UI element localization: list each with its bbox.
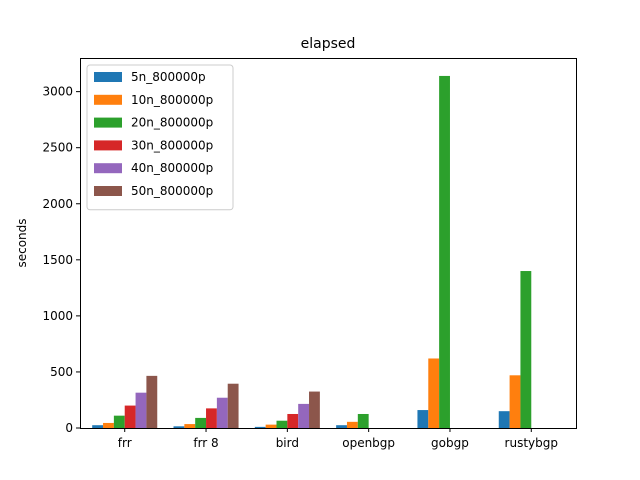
y-tick-label: 2500: [42, 141, 73, 155]
x-tick-label: rustybgp: [505, 436, 558, 450]
bar-5n_800000p-gobgp: [417, 410, 429, 428]
bar-10n_800000p-openbgp: [346, 421, 358, 428]
bar-20n_800000p-frr 8: [195, 417, 207, 428]
bar-10n_800000p-bird: [265, 424, 277, 428]
legend-swatch-30n_800000p: [94, 140, 122, 151]
bar-40n_800000p-frr 8: [216, 397, 228, 428]
bar-10n_800000p-frr 8: [184, 424, 196, 428]
bars-group: [92, 75, 532, 428]
legend-label-10n_800000p: 10n_800000p: [131, 93, 213, 107]
x-axis-ticks: frr frr 8 bird openbgp gobgp rustybgp: [118, 428, 558, 450]
bar-50n_800000p-frr: [146, 375, 158, 428]
legend-swatch-40n_800000p: [94, 163, 122, 174]
bar-20n_800000p-gobgp: [439, 75, 450, 428]
y-axis-label: seconds: [15, 218, 29, 267]
plot-frame: [80, 58, 577, 429]
y-tick-label: 1500: [42, 253, 73, 267]
bar-5n_800000p-openbgp: [336, 425, 347, 428]
legend-label-50n_800000p: 50n_800000p: [131, 184, 213, 198]
bar-10n_800000p-gobgp: [428, 358, 440, 428]
bar-5n_800000p-bird: [254, 426, 266, 428]
legend-label-30n_800000p: 30n_800000p: [131, 138, 213, 152]
legend-label-5n_800000p: 5n_800000p: [131, 70, 206, 84]
bar-10n_800000p-rustybgp: [509, 375, 521, 428]
bar-50n_800000p-bird: [309, 391, 320, 428]
bar-20n_800000p-rustybgp: [520, 271, 532, 428]
legend: 5n_800000p 10n_800000p 20n_800000p 30n_8000…: [86, 64, 234, 211]
bar-5n_800000p-frr 8: [173, 426, 185, 428]
y-tick-label: 3000: [42, 85, 73, 99]
x-tick-label: bird: [276, 436, 299, 450]
x-tick-label: frr: [118, 436, 132, 450]
x-tick-label: gobgp: [431, 436, 469, 450]
bar-20n_800000p-frr: [113, 415, 125, 428]
x-tick-label: openbgp: [342, 436, 395, 450]
bar-5n_800000p-frr: [92, 425, 104, 428]
y-tick-label: 0: [65, 421, 73, 435]
y-axis-ticks: 0 500 1000 1500 2000 2500 3000: [42, 85, 80, 435]
legend-label-40n_800000p: 40n_800000p: [131, 161, 213, 175]
legend-swatch-20n_800000p: [94, 117, 122, 128]
legend-label-20n_800000p: 20n_800000p: [131, 116, 213, 130]
bar-20n_800000p-bird: [276, 420, 288, 428]
legend-swatch-5n_800000p: [94, 72, 122, 82]
legend-box: [86, 64, 234, 211]
bar-20n_800000p-openbgp: [357, 413, 369, 428]
bar-40n_800000p-bird: [298, 403, 310, 428]
bar-10n_800000p-frr: [103, 422, 114, 428]
bar-30n_800000p-frr: [124, 405, 136, 428]
bar-30n_800000p-bird: [287, 413, 299, 428]
y-tick-label: 500: [50, 365, 73, 379]
bar-30n_800000p-frr 8: [206, 408, 217, 428]
y-tick-label: 1000: [42, 309, 73, 323]
y-tick-label: 2000: [42, 197, 73, 211]
x-tick-label: frr 8: [193, 436, 218, 450]
legend-swatch-10n_800000p: [94, 94, 122, 105]
chart-title: elapsed: [301, 36, 356, 52]
bar-40n_800000p-frr: [135, 392, 147, 428]
bar-5n_800000p-rustybgp: [498, 411, 510, 428]
legend-swatch-50n_800000p: [94, 186, 122, 196]
bar-50n_800000p-frr 8: [227, 383, 239, 428]
